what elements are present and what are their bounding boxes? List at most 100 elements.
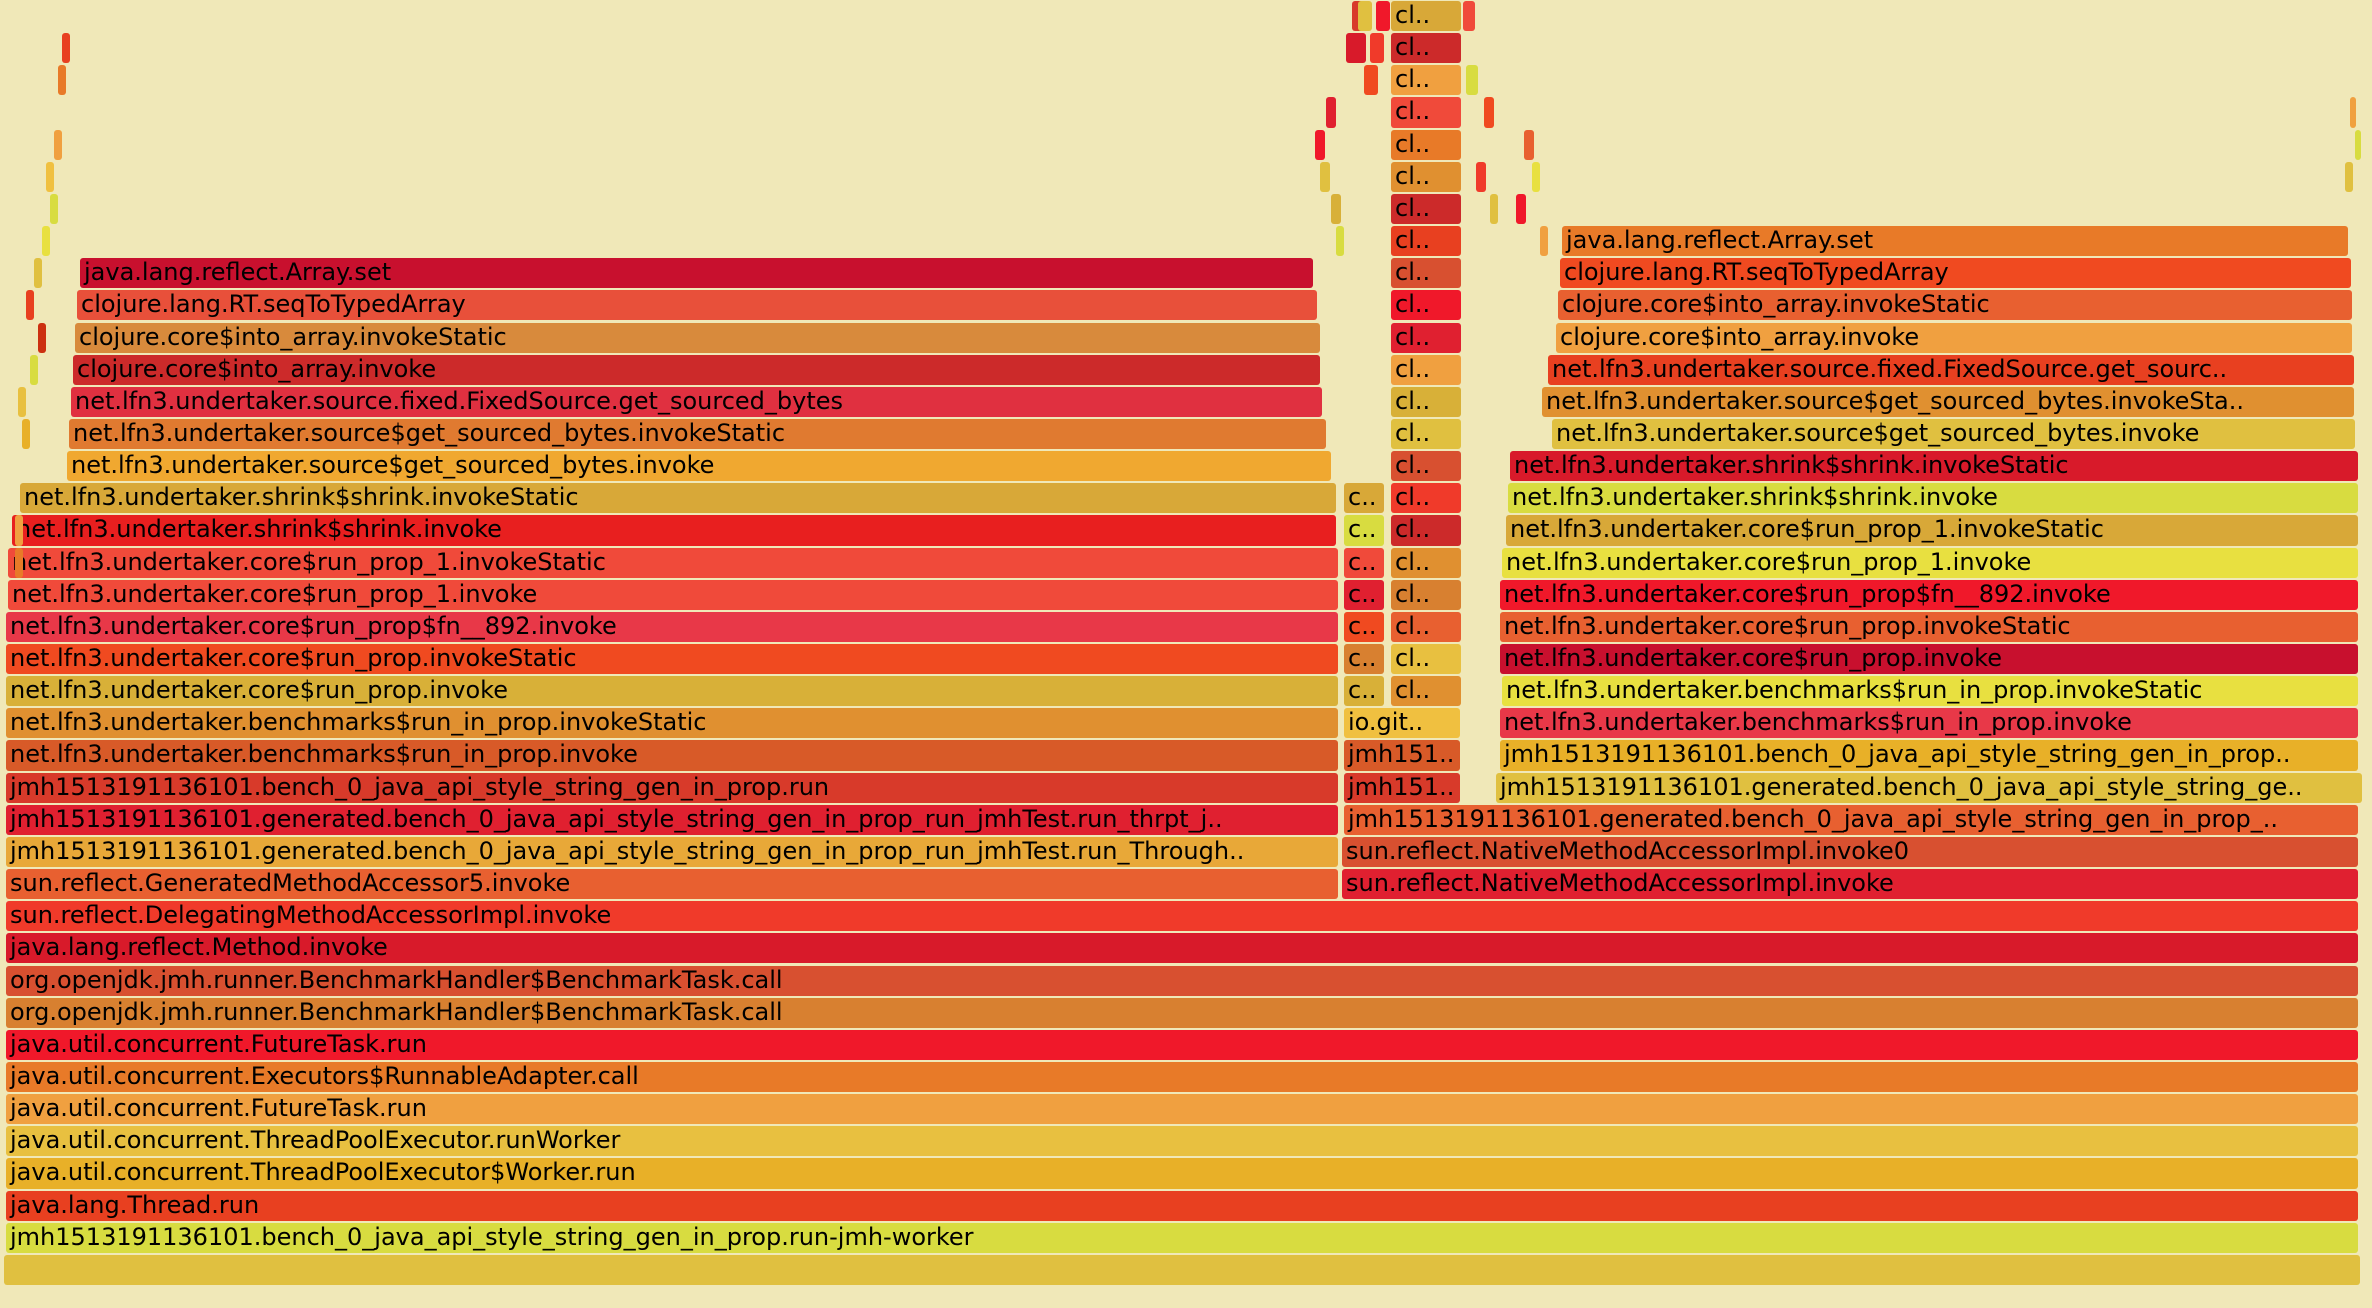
flame-frame[interactable]: clojure.lang.RT.seqToTypedArray <box>77 290 1317 321</box>
flame-frame-sliver[interactable] <box>2350 97 2356 128</box>
flame-frame[interactable]: jmh151.. <box>1344 772 1460 803</box>
flame-frame[interactable]: net.lfn3.undertaker.benchmarks$run_in_pr… <box>6 740 1338 771</box>
flame-frame[interactable]: java.lang.reflect.Array.set <box>1562 226 2348 257</box>
flame-frame[interactable]: net.lfn3.undertaker.source.fixed.FixedSo… <box>1548 354 2354 385</box>
flame-frame[interactable]: c.. <box>1344 483 1384 514</box>
flame-frame-sliver[interactable] <box>34 258 42 289</box>
flame-frame[interactable]: net.lfn3.undertaker.core$run_prop_1.invo… <box>8 579 1338 610</box>
flame-frame-sliver[interactable] <box>1358 1 1372 32</box>
flame-frame[interactable]: cl.. <box>1391 129 1461 160</box>
flame-frame-sliver[interactable] <box>1524 129 1534 160</box>
flame-frame[interactable]: cl.. <box>1391 611 1461 642</box>
flame-frame[interactable]: c.. <box>1344 547 1384 578</box>
flame-frame[interactable]: jmh1513191136101.generated.bench_0_java_… <box>1344 804 2358 835</box>
flame-frame[interactable]: jmh1513191136101.generated.bench_0_java_… <box>6 836 1338 868</box>
flame-frame[interactable]: clojure.core$into_array.invokeStatic <box>1558 290 2352 321</box>
flame-frame[interactable]: cl.. <box>1391 193 1461 225</box>
flame-frame[interactable]: net.lfn3.undertaker.shrink$shrink.invoke… <box>20 483 1336 514</box>
flame-frame[interactable]: jmh1513191136101.generated.bench_0_java_… <box>1496 772 2362 803</box>
flame-frame[interactable]: net.lfn3.undertaker.source$get_sourced_b… <box>69 418 1326 450</box>
flame-frame[interactable]: org.openjdk.jmh.runner.BenchmarkHandler$… <box>6 997 2358 1028</box>
flame-frame[interactable]: cl.. <box>1391 418 1461 450</box>
flame-frame[interactable]: net.lfn3.undertaker.core$run_prop.invoke <box>1500 644 2358 675</box>
flame-frame-sliver[interactable] <box>38 322 46 353</box>
flame-frame[interactable]: net.lfn3.undertaker.source$get_sourced_b… <box>1542 386 2354 417</box>
flame-frame[interactable]: cl.. <box>1391 161 1461 192</box>
flame-frame-sliver[interactable] <box>30 354 38 385</box>
flame-frame[interactable]: c.. <box>1344 611 1384 642</box>
flame-frame[interactable]: net.lfn3.undertaker.shrink$shrink.invoke… <box>1510 451 2358 482</box>
flame-frame-sliver[interactable] <box>1516 193 1526 225</box>
flame-frame[interactable]: net.lfn3.undertaker.source$get_sourced_b… <box>1552 418 2355 450</box>
flame-frame[interactable]: jmh1513191136101.bench_0_java_api_style_… <box>6 772 1338 803</box>
flame-frame[interactable]: net.lfn3.undertaker.benchmarks$run_in_pr… <box>1500 708 2358 739</box>
flame-frame-sliver[interactable] <box>1320 161 1330 192</box>
flame-frame[interactable]: cl.. <box>1391 1 1461 32</box>
flame-frame-sliver[interactable] <box>2355 129 2361 160</box>
flame-frame[interactable]: sun.reflect.NativeMethodAccessorImpl.inv… <box>1342 836 2358 868</box>
flame-frame-sliver[interactable] <box>1364 65 1378 96</box>
flame-frame-sliver[interactable] <box>50 193 58 225</box>
flame-frame[interactable]: clojure.core$into_array.invoke <box>1556 322 2352 353</box>
flame-frame[interactable]: net.lfn3.undertaker.core$run_prop$fn__89… <box>1500 579 2358 610</box>
flame-frame[interactable]: clojure.core$into_array.invoke <box>73 354 1320 385</box>
flame-frame-sliver[interactable] <box>26 290 34 321</box>
flame-frame-sliver[interactable] <box>22 418 30 450</box>
flame-frame[interactable]: cl.. <box>1391 386 1461 417</box>
flame-frame[interactable]: java.lang.Thread.run <box>6 1190 2358 1221</box>
flame-frame[interactable]: io.git.. <box>1344 708 1460 739</box>
flame-frame-sliver[interactable] <box>54 129 62 160</box>
flame-frame[interactable]: net.lfn3.undertaker.core$run_prop.invoke <box>6 676 1338 707</box>
flame-frame-sliver[interactable] <box>46 161 54 192</box>
flame-frame-sliver[interactable] <box>1540 226 1548 257</box>
flame-frame[interactable]: net.lfn3.undertaker.core$run_prop$fn__89… <box>6 611 1338 642</box>
flame-frame-sliver[interactable] <box>1336 226 1344 257</box>
flame-frame[interactable]: net.lfn3.undertaker.shrink$shrink.invoke <box>12 515 1336 546</box>
flame-frame[interactable]: cl.. <box>1391 644 1461 675</box>
flame-frame[interactable]: cl.. <box>1391 33 1461 64</box>
flame-frame[interactable]: cl.. <box>1391 354 1461 385</box>
flame-frame[interactable]: java.util.concurrent.ThreadPoolExecutor$… <box>6 1158 2358 1189</box>
flame-frame[interactable]: net.lfn3.undertaker.source$get_sourced_b… <box>67 451 1331 482</box>
flame-frame-sliver[interactable] <box>2345 161 2353 192</box>
flame-frame[interactable]: cl.. <box>1391 97 1461 128</box>
flame-frame[interactable]: cl.. <box>1391 676 1461 707</box>
flame-frame[interactable]: cl.. <box>1391 483 1461 514</box>
flame-frame-sliver[interactable] <box>58 65 66 96</box>
flame-frame[interactable]: jmh1513191136101.bench_0_java_api_style_… <box>1500 740 2358 771</box>
flame-frame[interactable]: java.lang.reflect.Array.set <box>80 258 1313 289</box>
flame-frame[interactable]: java.lang.reflect.Method.invoke <box>6 933 2358 964</box>
flame-frame[interactable]: net.lfn3.undertaker.source.fixed.FixedSo… <box>71 386 1322 417</box>
flame-frame[interactable]: net.lfn3.undertaker.core$run_prop.invoke… <box>1500 611 2358 642</box>
flame-frame[interactable]: c.. <box>1344 644 1384 675</box>
flame-frame[interactable]: jmh1513191136101.generated.bench_0_java_… <box>6 804 1338 835</box>
flame-frame[interactable]: net.lfn3.undertaker.core$run_prop_1.invo… <box>1506 515 2358 546</box>
flame-frame-sliver[interactable] <box>15 547 23 578</box>
flame-frame[interactable]: net.lfn3.undertaker.shrink$shrink.invoke <box>1508 483 2358 514</box>
flame-frame[interactable]: cl.. <box>1391 65 1461 96</box>
flame-frame-sliver[interactable] <box>1484 97 1494 128</box>
flame-frame-sliver[interactable] <box>1532 161 1540 192</box>
flame-frame-sliver[interactable] <box>62 33 70 64</box>
flame-frame[interactable]: cl.. <box>1391 290 1461 321</box>
flame-frame-sliver[interactable] <box>1346 33 1366 64</box>
flame-frame[interactable]: cl.. <box>1391 547 1461 578</box>
flame-frame-sliver[interactable] <box>18 386 26 417</box>
flame-frame[interactable]: jmh1513191136101.bench_0_java_api_style_… <box>6 1222 2358 1253</box>
flame-frame[interactable]: net.lfn3.undertaker.core$run_prop.invoke… <box>6 644 1338 675</box>
flame-frame[interactable] <box>4 1254 2360 1285</box>
flame-frame-sliver[interactable] <box>1370 33 1384 64</box>
flame-frame-sliver[interactable] <box>1490 193 1498 225</box>
flame-frame-sliver[interactable] <box>1463 1 1475 32</box>
flame-frame[interactable]: net.lfn3.undertaker.benchmarks$run_in_pr… <box>1502 676 2358 707</box>
flame-frame[interactable]: sun.reflect.GeneratedMethodAccessor5.inv… <box>6 869 1338 900</box>
flame-frame-sliver[interactable] <box>1476 161 1486 192</box>
flame-frame[interactable]: java.util.concurrent.FutureTask.run <box>6 1094 2358 1125</box>
flame-frame-sliver[interactable] <box>1315 129 1325 160</box>
flame-frame[interactable]: cl.. <box>1391 226 1461 257</box>
flame-frame[interactable]: net.lfn3.undertaker.core$run_prop_1.invo… <box>1502 547 2358 578</box>
flame-frame[interactable]: cl.. <box>1391 515 1461 546</box>
flame-frame[interactable]: c.. <box>1344 515 1384 546</box>
flame-frame[interactable]: java.util.concurrent.FutureTask.run <box>6 1029 2358 1060</box>
flame-frame[interactable]: cl.. <box>1391 579 1461 610</box>
